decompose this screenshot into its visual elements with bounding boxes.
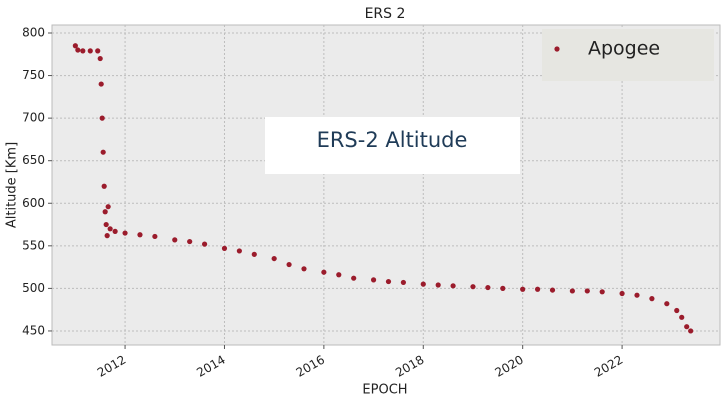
point	[221, 245, 228, 251]
point	[485, 284, 491, 291]
x-tick-label: 2014	[194, 353, 227, 380]
legend-box	[542, 29, 714, 81]
point	[122, 230, 128, 236]
y-tick-label: 750	[22, 68, 45, 82]
point	[95, 48, 101, 54]
point	[321, 269, 327, 275]
point	[684, 324, 690, 330]
point	[286, 261, 292, 268]
point	[97, 55, 103, 62]
point	[584, 288, 590, 294]
y-tick-label: 500	[22, 281, 45, 295]
y-tick-label: 700	[22, 111, 45, 125]
annotation: ERS-2 Altitude	[317, 128, 468, 152]
point	[634, 292, 640, 298]
point	[99, 115, 105, 121]
x-tick-label: 2022	[592, 353, 625, 380]
point	[101, 183, 107, 189]
x-tick-label: 2016	[294, 353, 327, 380]
point	[103, 221, 109, 228]
legend: Apogee	[542, 29, 714, 81]
point	[102, 209, 108, 215]
point	[98, 81, 104, 87]
x-axis-label: EPOCH	[362, 383, 407, 398]
legend-label: Apogee	[588, 38, 660, 60]
y-tick-label: 450	[22, 323, 45, 337]
point	[152, 233, 158, 240]
point	[385, 278, 392, 285]
point	[236, 248, 242, 254]
y-tick-label: 650	[22, 153, 45, 167]
point	[649, 296, 655, 302]
point	[80, 48, 86, 54]
point	[112, 228, 118, 234]
x-tick-label: 2018	[393, 353, 426, 380]
point	[271, 255, 277, 262]
point	[619, 290, 625, 297]
annotation-box	[265, 117, 520, 174]
y-axis-label: Altitude [Km]	[5, 142, 20, 228]
point	[187, 238, 193, 245]
point	[301, 266, 307, 272]
point	[500, 285, 506, 291]
point	[104, 233, 110, 239]
point	[105, 204, 111, 210]
point	[251, 251, 257, 257]
point	[137, 232, 143, 238]
point	[100, 149, 106, 155]
chart-title: ERS 2	[365, 6, 406, 22]
point	[370, 277, 377, 283]
point	[679, 314, 685, 320]
point	[470, 284, 476, 290]
point	[569, 288, 575, 294]
point	[172, 237, 178, 243]
x-tick-label: 2020	[492, 353, 525, 380]
marks	[72, 43, 694, 334]
point	[450, 283, 456, 289]
point	[599, 289, 605, 295]
point	[87, 48, 93, 54]
point	[520, 286, 526, 292]
point	[75, 47, 81, 53]
point	[351, 275, 357, 281]
point	[435, 282, 441, 288]
y-tick-label: 600	[22, 196, 45, 210]
point	[107, 226, 113, 232]
point	[72, 43, 78, 49]
point	[674, 307, 680, 314]
point	[420, 281, 426, 287]
point	[549, 287, 556, 293]
y-tick-label: 800	[22, 26, 45, 40]
point	[201, 241, 208, 247]
y-tick-label: 550	[22, 238, 45, 252]
x-tick-label: 2012	[95, 353, 128, 380]
point	[688, 328, 694, 334]
legend-marker	[554, 46, 560, 52]
point	[336, 272, 342, 278]
point	[534, 286, 541, 292]
point	[664, 301, 670, 307]
point	[400, 279, 406, 286]
